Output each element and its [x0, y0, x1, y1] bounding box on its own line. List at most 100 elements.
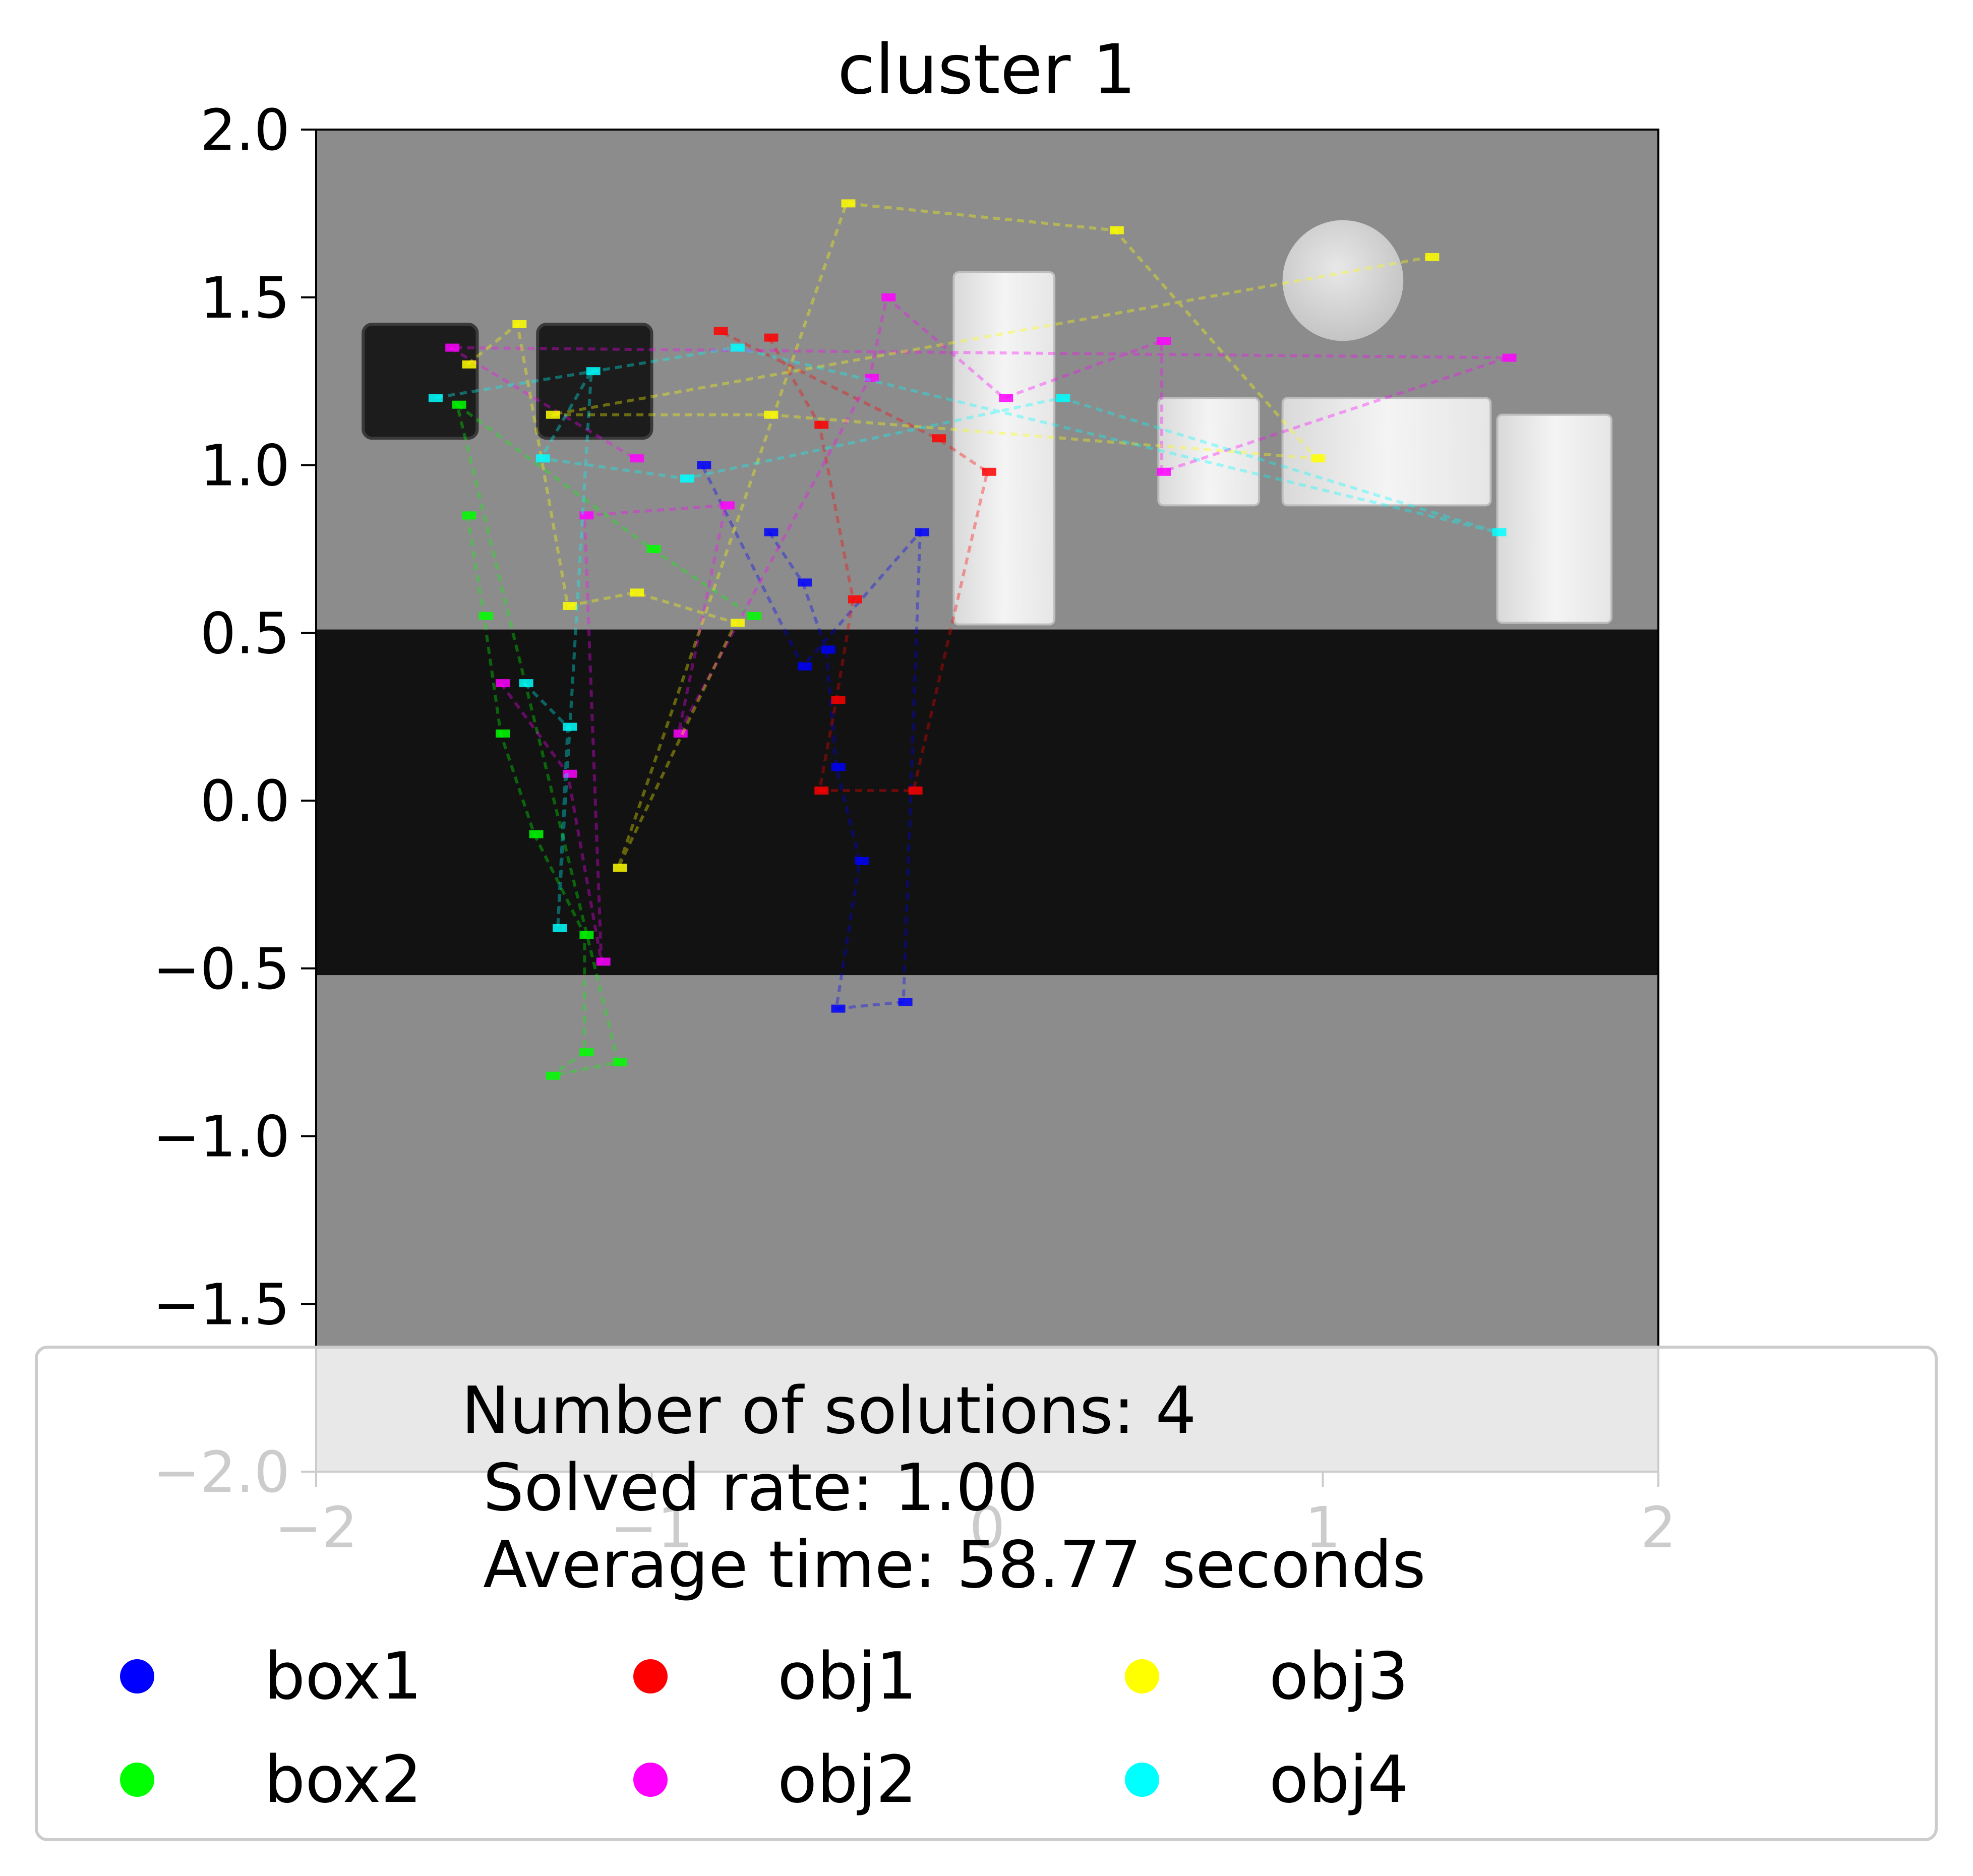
data-point-obj4 — [730, 343, 745, 352]
legend-entry-obj4: obj4 — [1125, 1742, 1409, 1818]
data-point-obj3 — [1109, 226, 1124, 234]
scene-white-box — [1281, 397, 1492, 507]
scene-white-box — [952, 271, 1056, 626]
data-point-obj2 — [673, 729, 688, 738]
data-point-obj1 — [814, 420, 829, 429]
scene-white-box — [1496, 413, 1612, 624]
legend-entry-box2: box2 — [120, 1742, 422, 1818]
legend-label-obj4: obj4 — [1269, 1742, 1409, 1818]
data-point-box2 — [747, 612, 762, 620]
legend-label-box1: box1 — [264, 1639, 422, 1714]
legend-marker-box2 — [120, 1763, 154, 1797]
legend-text-solved-rate: Solved rate: 1.00 — [483, 1450, 1038, 1526]
data-point-box2 — [496, 729, 510, 738]
series-path-obj2 — [445, 294, 1508, 962]
data-point-obj2 — [881, 293, 896, 301]
data-point-obj1 — [814, 786, 829, 795]
data-point-box2 — [529, 830, 544, 838]
data-point-box1 — [831, 1004, 846, 1013]
legend-label-obj3: obj3 — [1269, 1639, 1409, 1714]
data-point-obj3 — [613, 864, 627, 872]
data-point-box2 — [579, 1048, 594, 1057]
series-obj3 — [462, 199, 1440, 872]
series-obj4 — [428, 343, 1507, 932]
series-box2 — [452, 400, 762, 1080]
series-obj2 — [445, 293, 1517, 966]
data-point-obj4 — [519, 679, 533, 688]
data-point-obj1 — [932, 434, 946, 443]
scene-objects — [362, 220, 1612, 626]
scene-dark-box — [536, 322, 653, 440]
data-point-obj2 — [865, 374, 879, 382]
data-point-obj1 — [848, 595, 862, 603]
data-point-box2 — [546, 1071, 560, 1080]
legend-entry-obj1: obj1 — [633, 1639, 917, 1714]
legend-entry-obj3: obj3 — [1125, 1639, 1409, 1714]
legend-marker-box1 — [120, 1659, 154, 1693]
data-point-obj4 — [586, 367, 601, 376]
data-point-obj3 — [764, 410, 779, 419]
series-obj1 — [713, 327, 996, 795]
data-point-box1 — [764, 528, 779, 536]
data-point-obj3 — [1311, 454, 1326, 463]
data-point-obj3 — [563, 602, 577, 610]
data-point-obj2 — [579, 511, 594, 520]
data-point-obj2 — [445, 343, 460, 352]
data-point-obj1 — [713, 327, 728, 335]
plot-area — [316, 130, 1658, 1472]
legend-label-box2: box2 — [264, 1742, 422, 1818]
y-tick-label: 0.5 — [200, 601, 290, 667]
scene-dark-box — [362, 322, 479, 440]
data-point-obj4 — [1056, 394, 1070, 402]
legend-marker-obj1 — [633, 1659, 668, 1693]
data-point-obj4 — [553, 924, 567, 932]
legend-text-solutions: Number of solutions: 4 — [461, 1373, 1197, 1448]
data-point-obj2 — [630, 454, 644, 463]
data-point-box2 — [613, 1058, 627, 1067]
y-tick-label: −1.5 — [153, 1272, 290, 1338]
data-point-obj1 — [764, 333, 779, 342]
legend-marker-obj3 — [1125, 1659, 1159, 1693]
series-path-obj3 — [466, 202, 1430, 869]
data-point-box1 — [855, 857, 869, 865]
y-tick-label: 1.0 — [200, 434, 290, 499]
legend-entry-box1: box1 — [120, 1639, 422, 1714]
y-tick-label: 0.0 — [200, 769, 290, 834]
data-point-obj2 — [999, 394, 1013, 402]
legend-label-obj1: obj1 — [778, 1639, 917, 1714]
series-box1 — [697, 461, 929, 1013]
data-point-obj4 — [1492, 528, 1507, 536]
data-point-box1 — [797, 578, 812, 587]
legend: Number of solutions: 4 Solved rate: 1.00… — [35, 1346, 1938, 1841]
data-point-box2 — [452, 400, 466, 409]
table-region — [316, 629, 1658, 976]
data-point-box1 — [831, 763, 846, 771]
data-point-obj2 — [1157, 337, 1171, 345]
data-point-obj3 — [1425, 253, 1440, 261]
legend-entries: box1 box2 obj1 obj2 obj3 obj4 — [120, 1639, 1409, 1818]
scene-white-box — [1157, 397, 1261, 507]
data-point-box1 — [915, 528, 929, 536]
legend-marker-obj4 — [1125, 1763, 1159, 1797]
data-point-obj2 — [563, 769, 577, 778]
data-point-obj4 — [563, 722, 577, 731]
data-point-obj1 — [831, 696, 846, 704]
data-point-box1 — [898, 998, 913, 1006]
data-point-obj4 — [428, 394, 443, 402]
data-point-obj3 — [512, 320, 527, 328]
data-point-box2 — [579, 931, 594, 939]
scene-white-disc — [1282, 220, 1404, 341]
data-point-obj3 — [841, 199, 856, 208]
data-point-obj2 — [496, 679, 510, 688]
data-point-obj3 — [546, 410, 560, 419]
y-tick-label: 2.0 — [200, 98, 290, 163]
data-point-obj1 — [982, 467, 996, 476]
data-point-box2 — [646, 544, 661, 553]
data-point-obj1 — [908, 786, 923, 795]
y-tick-label: −0.5 — [153, 937, 290, 1002]
legend-label-obj2: obj2 — [778, 1742, 917, 1818]
data-point-box2 — [462, 511, 476, 520]
data-point-obj3 — [462, 360, 476, 369]
data-point-obj2 — [720, 501, 735, 510]
